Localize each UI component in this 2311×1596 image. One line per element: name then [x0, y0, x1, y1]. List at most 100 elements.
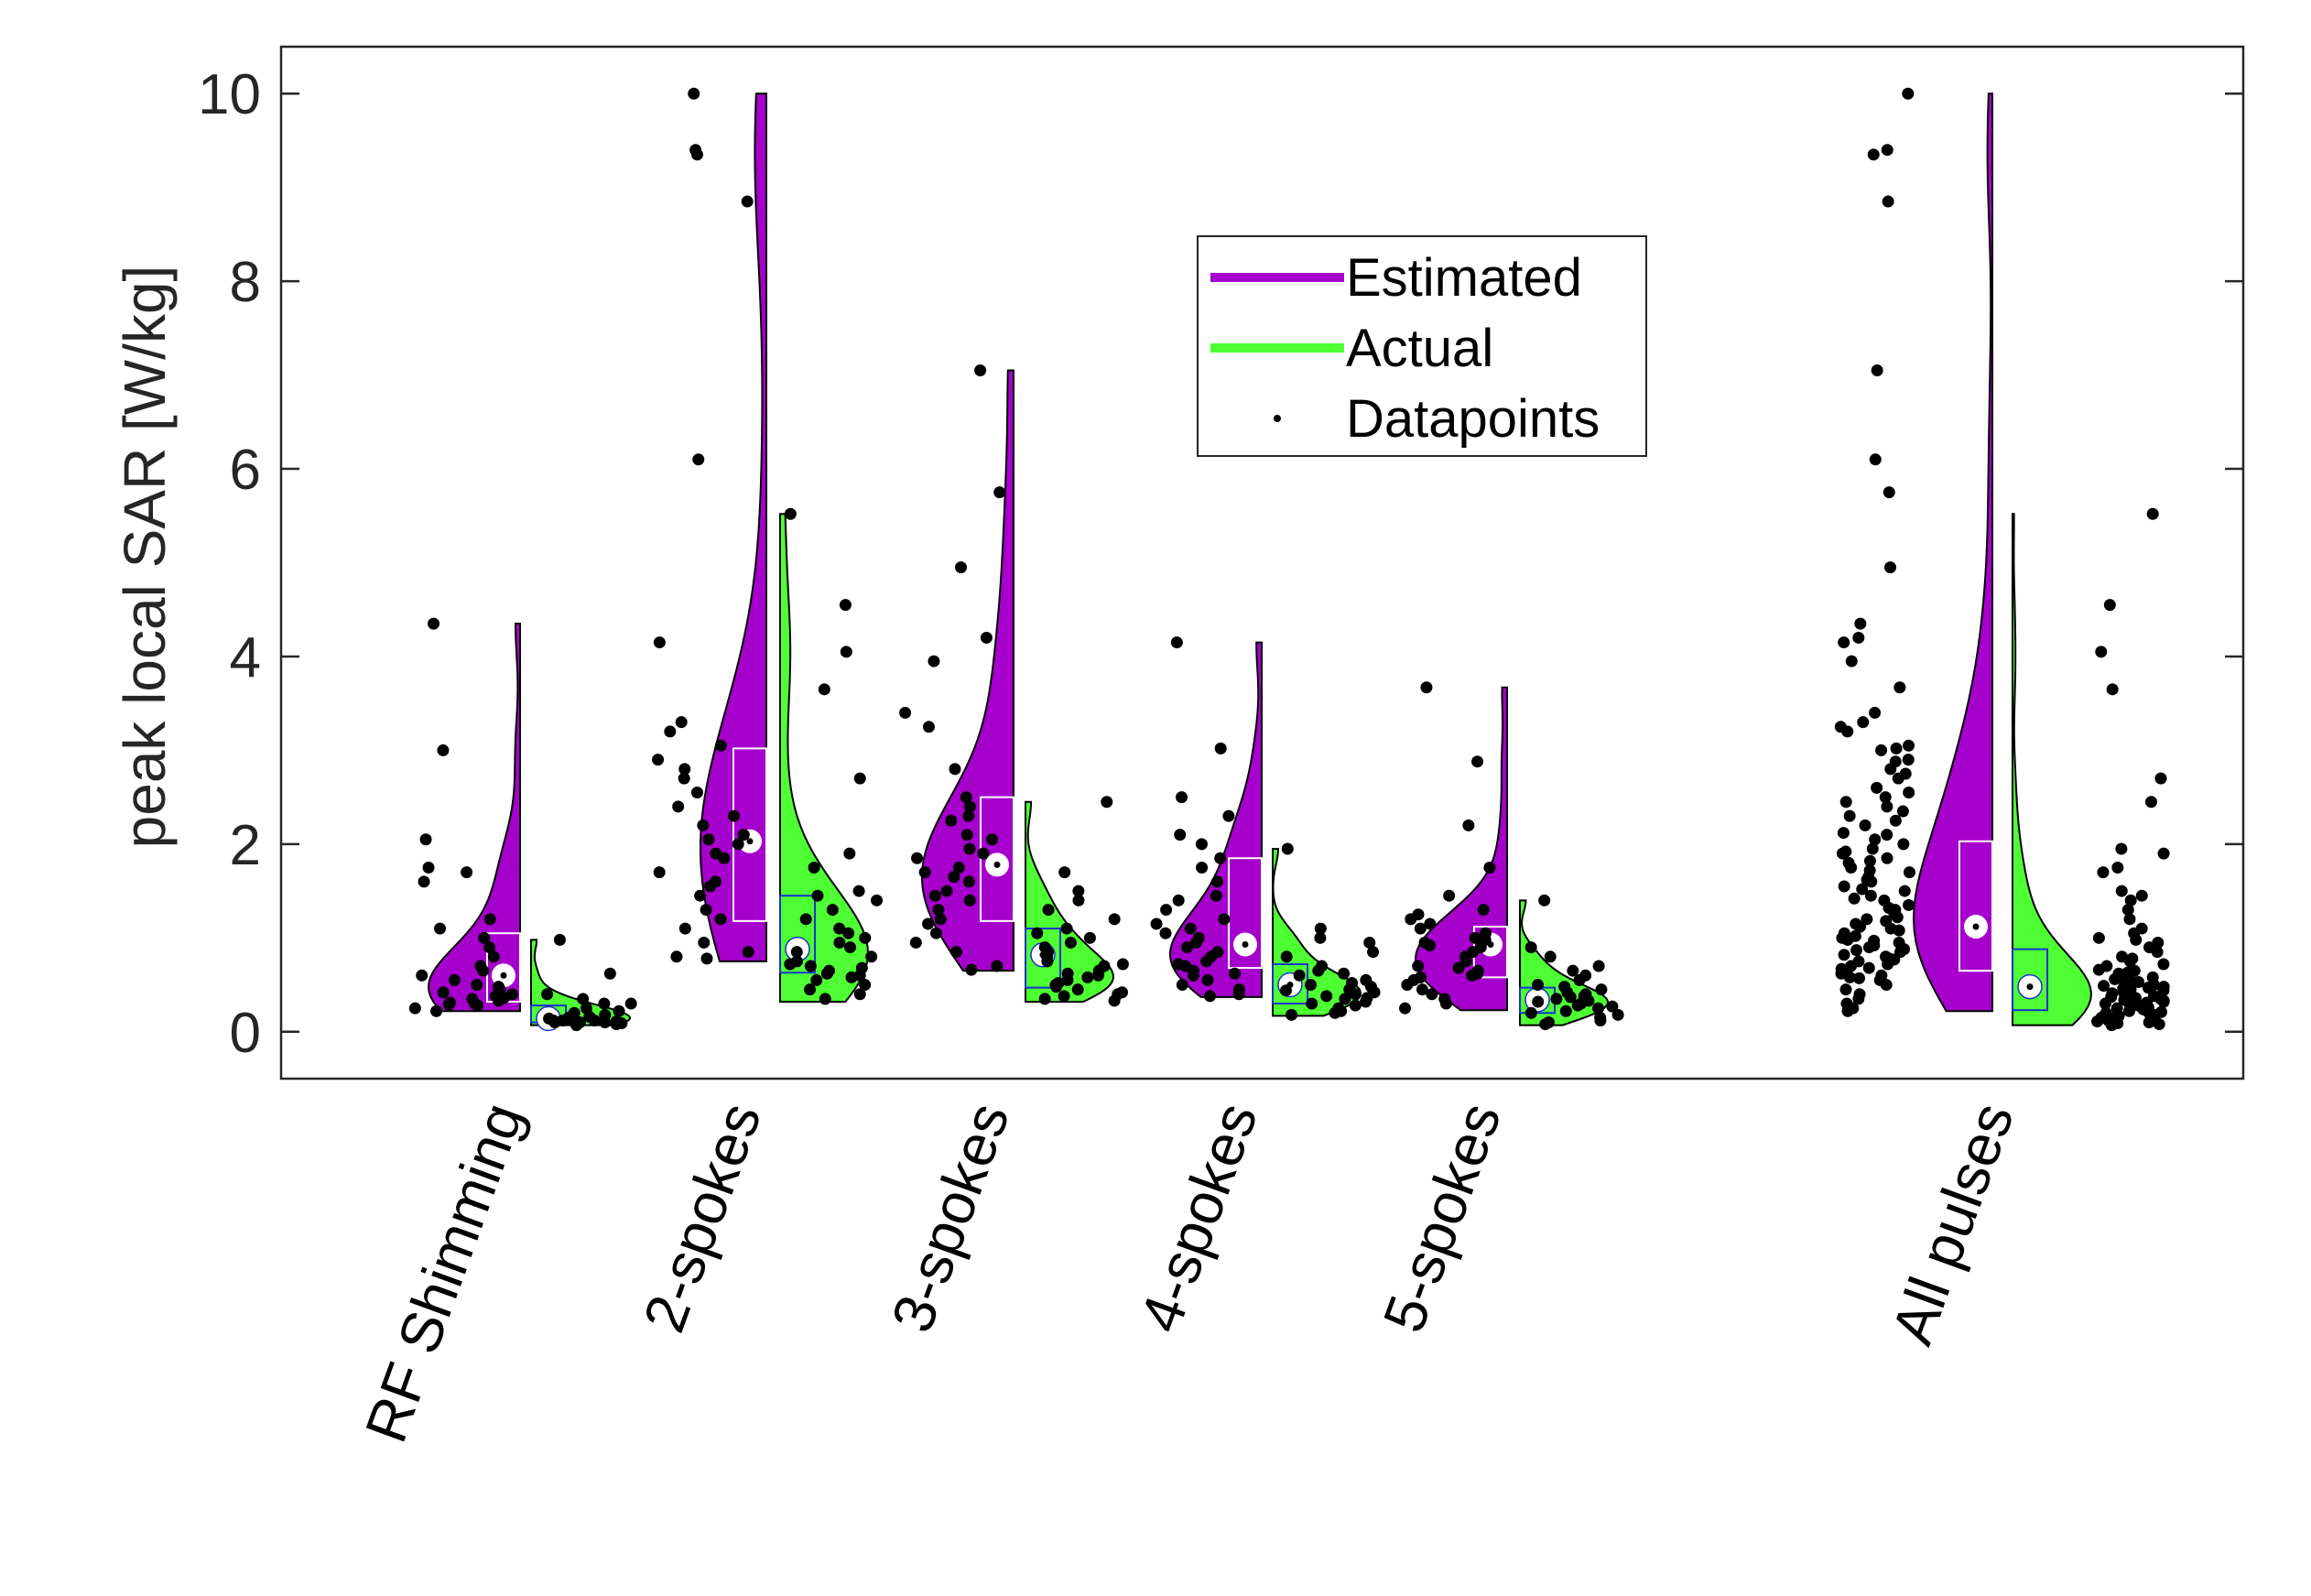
datapoint-actual-1-22 — [810, 973, 823, 986]
datapoint-estimated-5-74 — [1838, 949, 1850, 961]
datapoint-actual-4-12 — [1550, 993, 1563, 1005]
datapoint-actual-2-7 — [1031, 927, 1044, 939]
datapoint-estimated-5-86 — [1850, 944, 1863, 957]
datapoint-actual-2-25 — [1116, 958, 1129, 971]
datapoint-estimated-5-26 — [1881, 800, 1893, 813]
datapoint-actual-3-4 — [1367, 946, 1380, 959]
datapoint-estimated-4-29 — [1424, 917, 1437, 930]
datapoint-estimated-4-25 — [1426, 988, 1438, 1001]
datapoint-actual-1-27 — [820, 967, 833, 980]
datapoint-estimated-0-16 — [419, 833, 432, 846]
datapoint-estimated-5-42 — [1898, 885, 1911, 897]
datapoint-estimated-5-93 — [1863, 854, 1876, 867]
datapoint-estimated-3-9 — [1210, 889, 1222, 902]
datapoint-estimated-1-15 — [697, 819, 710, 831]
datapoint-actual-5-21 — [2151, 946, 2164, 959]
datapoint-actual-5-54 — [2143, 1016, 2155, 1029]
datapoint-estimated-1-25 — [678, 922, 691, 935]
datapoint-estimated-2-2 — [955, 561, 968, 574]
datapoint-actual-3-27 — [1338, 967, 1351, 980]
legend-actual-label: Actual — [1346, 319, 1493, 378]
datapoint-actual-5-5 — [2145, 796, 2158, 809]
datapoint-actual-5-75 — [2109, 972, 2121, 985]
datapoint-estimated-1-11 — [678, 772, 690, 785]
datapoint-estimated-5-87 — [1888, 953, 1901, 966]
violin-estimated-0 — [427, 623, 521, 1013]
datapoint-actual-5-57 — [2105, 1019, 2118, 1032]
datapoint-actual-1-2 — [840, 646, 852, 658]
datapoint-actual-5-4 — [2154, 772, 2167, 785]
datapoint-estimated-5-22 — [1884, 763, 1897, 776]
datapoint-actual-1-23 — [859, 979, 872, 992]
datapoint-estimated-4-23 — [1401, 979, 1414, 992]
datapoint-estimated-1-27 — [742, 946, 754, 959]
datapoint-estimated-0-25 — [437, 986, 450, 999]
datapoint-actual-1-7 — [852, 885, 865, 897]
datapoint-estimated-1-12 — [690, 787, 703, 799]
datapoint-actual-2-13 — [1041, 955, 1054, 968]
datapoint-estimated-0-26 — [497, 992, 510, 1004]
datapoint-estimated-1-8 — [714, 739, 727, 752]
datapoint-estimated-2-1 — [993, 486, 1006, 499]
violin-estimated-5 — [1912, 92, 1993, 1013]
box-actual-5 — [2012, 948, 2048, 1012]
datapoint-estimated-0-10 — [478, 931, 491, 944]
datapoint-estimated-2-0 — [974, 364, 987, 376]
datapoint-actual-3-5 — [1280, 950, 1293, 963]
datapoint-estimated-5-90 — [1856, 883, 1869, 896]
datapoint-estimated-2-4 — [928, 655, 940, 668]
datapoint-actual-5-14 — [2123, 913, 2136, 926]
datapoint-estimated-3-5 — [1195, 838, 1208, 851]
datapoint-actual-5-11 — [2135, 889, 2148, 902]
datapoint-actual-5-69 — [2154, 1005, 2167, 1018]
datapoint-actual-0-19 — [541, 988, 554, 1001]
datapoint-estimated-4-4 — [1443, 889, 1456, 902]
datapoint-estimated-0-5 — [471, 979, 483, 992]
datapoint-estimated-3-25 — [1176, 979, 1188, 992]
datapoint-actual-5-65 — [2123, 998, 2136, 1011]
datapoint-actual-3-14 — [1349, 988, 1362, 1001]
datapoint-estimated-5-25 — [1879, 791, 1892, 804]
datapoint-actual-2-19 — [1071, 983, 1084, 996]
datapoint-estimated-3-6 — [1214, 852, 1227, 864]
datapoint-estimated-3-14 — [1159, 927, 1172, 939]
datapoint-actual-5-73 — [2098, 980, 2110, 993]
datapoint-actual-1-8 — [871, 894, 884, 907]
datapoint-estimated-5-32 — [1897, 838, 1910, 851]
datapoint-estimated-1-0 — [688, 87, 700, 100]
datapoint-actual-3-8 — [1293, 969, 1306, 982]
datapoint-estimated-5-94 — [1839, 845, 1852, 858]
datapoint-estimated-4-12 — [1424, 939, 1437, 952]
datapoint-actual-2-22 — [1038, 993, 1051, 1005]
datapoint-actual-5-71 — [2112, 1009, 2125, 1022]
datapoint-actual-4-0 — [1538, 894, 1551, 907]
datapoint-actual-5-74 — [2132, 975, 2145, 988]
datapoint-estimated-0-27 — [492, 981, 505, 993]
datapoint-estimated-4-10 — [1469, 931, 1481, 944]
datapoint-estimated-5-17 — [1903, 739, 1915, 752]
median-actual-dot-5 — [2026, 983, 2034, 991]
datapoint-estimated-1-29 — [700, 952, 713, 965]
datapoint-estimated-2-15 — [911, 852, 924, 864]
datapoint-estimated-2-12 — [960, 829, 973, 841]
datapoint-estimated-2-19 — [940, 885, 953, 897]
datapoint-estimated-5-63 — [1839, 983, 1852, 996]
datapoint-actual-3-16 — [1339, 993, 1351, 1005]
datapoint-estimated-2-22 — [932, 904, 945, 917]
datapoint-actual-5-7 — [2157, 847, 2170, 860]
datapoint-estimated-0-11 — [434, 922, 447, 935]
median-estimated-dot-0 — [500, 972, 507, 979]
datapoint-actual-4-27 — [1564, 991, 1577, 1004]
datapoint-estimated-5-45 — [1903, 898, 1915, 911]
datapoint-actual-5-13 — [2121, 904, 2134, 917]
datapoint-estimated-3-7 — [1196, 861, 1209, 874]
y-axis: 0 2 4 6 8 10 — [198, 63, 2243, 1065]
datapoint-estimated-4-28 — [1399, 1002, 1412, 1015]
datapoint-estimated-2-9 — [963, 800, 976, 813]
datapoint-actual-1-29 — [811, 889, 824, 902]
datapoint-actual-5-62 — [2105, 991, 2118, 1004]
datapoint-estimated-5-12 — [1893, 681, 1906, 694]
datapoint-estimated-0-12 — [483, 913, 496, 926]
datapoint-actual-0-21 — [570, 1019, 583, 1032]
datapoint-actual-0-23 — [556, 1014, 569, 1026]
